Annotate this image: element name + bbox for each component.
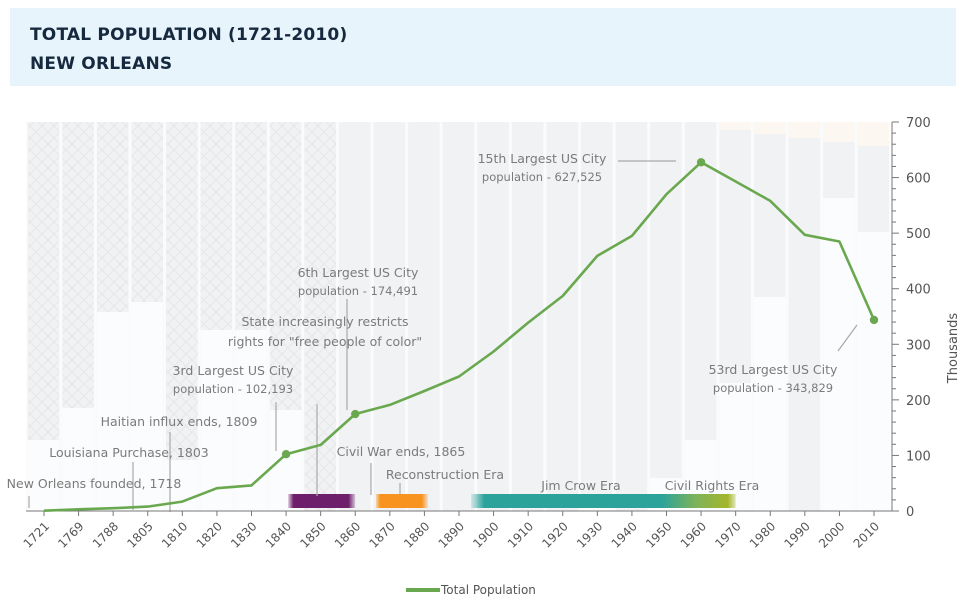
background-column-cap: [823, 122, 855, 142]
annotation-haitian-influx: Haitian influx ends, 1809: [101, 414, 258, 429]
background-column: [408, 122, 440, 511]
background-column: [615, 122, 648, 511]
annotation-6th-largest-population: population - 174,491: [298, 284, 418, 298]
background-column-fill: [823, 198, 855, 511]
background-column-cap: [788, 122, 821, 138]
background-column: [338, 122, 371, 511]
x-tick-label: 1990: [781, 519, 812, 550]
leader-53rd-largest: [837, 324, 858, 352]
x-tick-label: 1769: [55, 519, 86, 550]
chart-subtitle: NEW ORLEANS: [30, 54, 173, 74]
y-tick-label: 600: [906, 172, 931, 187]
background-column: [650, 122, 682, 511]
chart-header: TOTAL POPULATION (1721-2010) NEW ORLEANS: [10, 8, 956, 86]
background-column-cap: [753, 122, 786, 134]
x-tick-label: 1890: [436, 519, 467, 550]
background-column: [581, 122, 613, 511]
x-tick-label: 1930: [574, 519, 605, 550]
annotation-restrictions-line1: State increasingly restricts: [241, 314, 408, 329]
x-tick-label: 1880: [401, 519, 432, 550]
chart-title: TOTAL POPULATION (1721-2010): [30, 25, 348, 45]
x-tick-label: 1950: [643, 519, 674, 550]
background-column-fill: [131, 302, 164, 511]
annotation-founded: New Orleans founded, 1718: [7, 476, 182, 491]
x-tick-label: 1850: [297, 519, 328, 550]
y-tick-label: 500: [906, 227, 931, 242]
x-tick-label: 2000: [816, 519, 847, 550]
x-tick-label: 1805: [124, 519, 155, 550]
x-tick-label: 1900: [470, 519, 501, 550]
highlighted-data-point: [696, 158, 706, 167]
x-tick-label: 1840: [263, 519, 294, 550]
annotation-6th-largest-title: 6th Largest US City: [298, 265, 419, 280]
y-tick-label: 300: [906, 338, 931, 353]
era-bar-jim-crow-civil-rights: [471, 494, 736, 508]
x-tick-label: 1860: [332, 519, 363, 550]
era-bar-antebellum: [288, 494, 356, 508]
background-column-fill: [235, 330, 267, 511]
x-tick-label: 1910: [505, 519, 536, 550]
x-tick-label: 1810: [159, 519, 190, 550]
annotation-civil-rights: Civil Rights Era: [665, 478, 760, 493]
annotation-3rd-largest-title: 3rd Largest US City: [173, 363, 294, 378]
background-column: [477, 122, 509, 511]
background-column-fill: [96, 312, 129, 511]
background-column: [166, 122, 198, 511]
x-tick-label: 1920: [539, 519, 570, 550]
x-tick-label: 1970: [712, 519, 743, 550]
background-column: [546, 122, 579, 511]
annotation-restrictions-line2: rights for "free people of color": [228, 334, 422, 349]
background-column-cap: [857, 122, 890, 146]
annotation-3rd-largest-population: population - 102,193: [173, 382, 293, 396]
chart-legend: Total Population: [406, 583, 536, 597]
annotation-louisiana-purchase: Louisiana Purchase, 1803: [49, 445, 209, 460]
legend-label-total-population: Total Population: [440, 583, 536, 597]
background-column: [373, 122, 406, 511]
y-tick-label: 700: [906, 116, 931, 131]
background-column-fill: [62, 408, 94, 511]
background-column: [788, 122, 821, 511]
y-tick-label: 200: [906, 394, 931, 409]
era-bar-reconstruction: [376, 494, 429, 508]
annotation-civil-war: Civil War ends, 1865: [337, 444, 466, 459]
x-tick-label: 1788: [90, 519, 121, 550]
highlighted-data-point: [869, 315, 879, 325]
annotation-53rd-largest-title: 53rd Largest US City: [709, 362, 838, 377]
x-tick-label: 1721: [21, 519, 52, 550]
annotation-53rd-largest-population: population - 343,829: [713, 381, 833, 395]
background-column-fill: [857, 232, 890, 511]
highlighted-data-point: [351, 409, 360, 419]
background-column: [442, 122, 475, 511]
x-tick-label: 2010: [851, 519, 882, 550]
y-axis-title: Thousands: [946, 313, 961, 385]
x-tick-label: 1870: [366, 519, 397, 550]
x-tick-label: 1940: [609, 519, 640, 550]
y-tick-label: 100: [906, 449, 931, 464]
annotation-jim-crow: Jim Crow Era: [540, 478, 620, 493]
background-column-fill: [200, 330, 233, 511]
x-tick-label: 1830: [228, 519, 259, 550]
x-tick-label: 1980: [747, 519, 778, 550]
annotation-reconstruction: Reconstruction Era: [386, 467, 504, 482]
background-column-fill: [27, 440, 60, 511]
background-column-fill: [719, 383, 751, 511]
annotation-15th-largest-title: 15th Largest US City: [478, 151, 607, 166]
highlighted-data-point: [281, 450, 291, 459]
annotation-15th-largest-population: population - 627,525: [482, 170, 602, 184]
y-tick-label: 0: [906, 505, 914, 520]
background-column-cap: [719, 122, 751, 130]
y-tick-label: 400: [906, 283, 931, 298]
background-column-fill: [753, 297, 786, 511]
x-tick-label: 1820: [194, 519, 225, 550]
x-tick-label: 1960: [678, 519, 709, 550]
